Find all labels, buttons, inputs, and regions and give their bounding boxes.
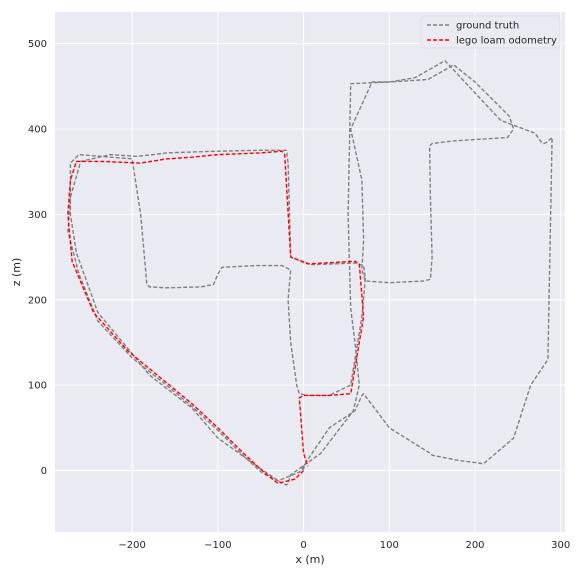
legend-entry: lego loam odometry	[456, 36, 557, 47]
series-layer	[67, 60, 553, 486]
legend-box	[420, 15, 561, 49]
plot-area	[55, 12, 565, 532]
legend-entry: ground truth	[456, 21, 519, 32]
x-tick-label: −100	[204, 540, 231, 551]
x-tick-label: 200	[465, 540, 484, 551]
y-tick-labels: 0 100 200 300 400 500	[28, 39, 47, 477]
y-tick-label: 300	[28, 210, 47, 221]
series-line-lego-loam-odometry	[67, 150, 365, 484]
y-tick-label: 100	[28, 381, 47, 392]
y-tick-label: 400	[28, 124, 47, 135]
series-line-ground-truth	[67, 60, 553, 486]
grid	[55, 12, 565, 532]
x-tick-labels: −200 −100 0 100 200 300	[118, 540, 570, 551]
y-tick-label: 200	[28, 295, 47, 306]
y-tick-label: 0	[41, 466, 47, 477]
x-tick-label: 0	[300, 540, 306, 551]
x-tick-label: 100	[380, 540, 399, 551]
x-axis-label: x (m)	[295, 553, 324, 566]
x-tick-label: 300	[551, 540, 570, 551]
legend: ground truth lego loam odometry	[420, 15, 561, 49]
y-tick-label: 500	[28, 39, 47, 50]
x-tick-label: −200	[118, 540, 145, 551]
y-axis-label: z (m)	[10, 258, 23, 287]
